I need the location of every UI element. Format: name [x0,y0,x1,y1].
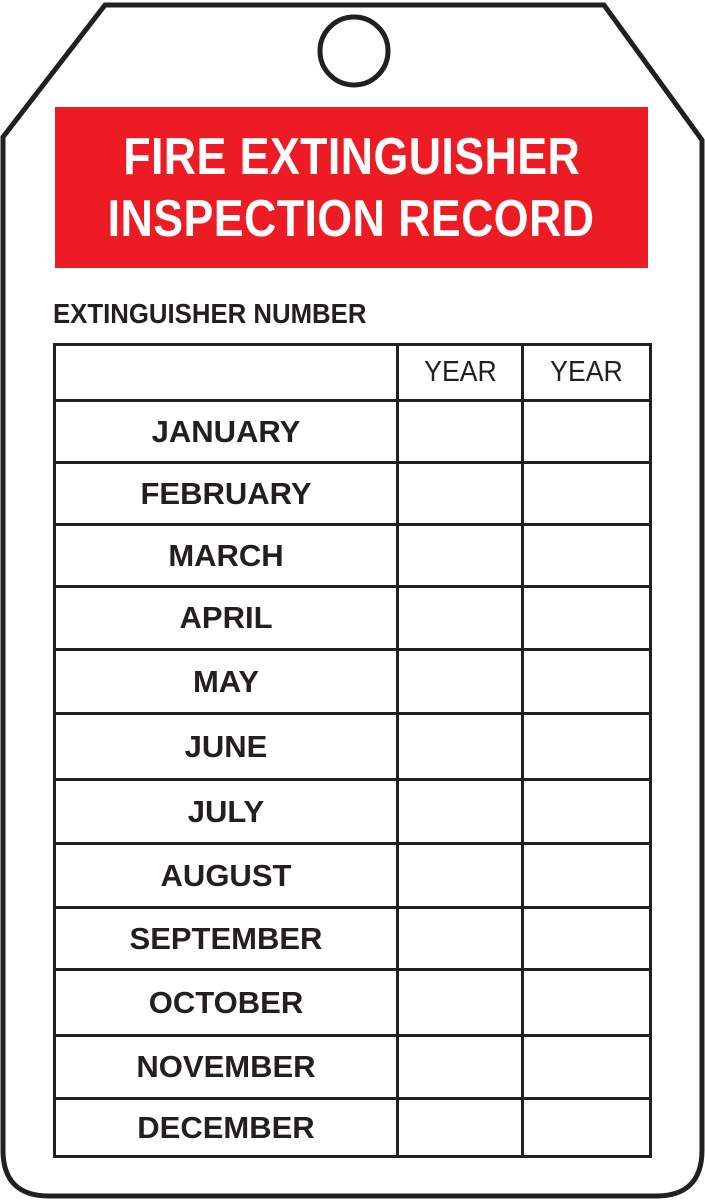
inspection-entry-cell[interactable] [524,971,649,1037]
inspection-entry-cell[interactable] [524,1037,649,1100]
inspection-entry-cell[interactable] [399,845,524,909]
month-cell: FEBRUARY [56,464,399,526]
inspection-entry-cell[interactable] [399,715,524,781]
inspection-entry-cell[interactable] [524,781,649,845]
month-label: DECEMBER [137,1109,315,1145]
month-label: FEBRUARY [140,475,312,511]
title-line-2: INSPECTION RECORD [108,189,595,248]
month-cell: OCTOBER [56,971,399,1037]
month-label: JULY [187,793,265,829]
month-label: SEPTEMBER [129,920,323,956]
inspection-table: YEAR YEAR JANUARY FEBRUARY MARCH APRIL MAY JUNE… [53,343,652,1158]
inspection-entry-cell[interactable] [399,971,524,1037]
month-label: APRIL [179,600,273,635]
extinguisher-number-label: EXTINGUISHER NUMBER [53,298,367,329]
inspection-entry-cell[interactable] [524,1100,649,1155]
inspection-entry-cell[interactable] [524,845,649,909]
inspection-entry-cell[interactable] [524,715,649,781]
year-header-label: YEAR [550,356,623,388]
month-cell: APRIL [56,588,399,651]
title-line-1: FIRE EXTINGUISHER [122,127,581,186]
month-label: JUNE [184,728,268,764]
inspection-entry-cell[interactable] [399,781,524,845]
month-label: NOVEMBER [136,1049,316,1084]
inspection-entry-cell[interactable] [399,588,524,651]
grommet-hole [317,14,391,88]
year-header-label: YEAR [423,356,497,388]
month-label: MARCH [168,537,284,573]
inspection-entry-cell[interactable] [399,402,524,464]
month-label: AUGUST [160,857,292,893]
inspection-entry-cell[interactable] [399,1100,524,1155]
month-cell: JULY [56,781,399,845]
month-cell: SEPTEMBER [56,909,399,971]
inspection-entry-cell[interactable] [524,909,649,971]
month-label: MAY [192,663,260,699]
inspection-entry-cell[interactable] [399,464,524,526]
year-header-cell: YEAR [524,346,649,402]
inspection-entry-cell[interactable] [399,526,524,588]
month-cell: MAY [56,651,399,715]
inspection-entry-cell[interactable] [524,402,649,464]
inspection-entry-cell[interactable] [399,909,524,971]
inspection-entry-cell[interactable] [524,588,649,651]
inspection-entry-cell[interactable] [524,464,649,526]
header-blank-cell [56,346,399,402]
month-cell: JANUARY [56,402,399,464]
month-label: JANUARY [151,413,301,449]
month-label: OCTOBER [148,984,304,1020]
month-cell: MARCH [56,526,399,588]
inspection-entry-cell[interactable] [524,651,649,715]
month-cell: JUNE [56,715,399,781]
inspection-entry-cell[interactable] [399,1037,524,1100]
month-cell: NOVEMBER [56,1037,399,1100]
year-header-cell: YEAR [399,346,524,402]
month-cell: DECEMBER [56,1100,399,1155]
month-cell: AUGUST [56,845,399,909]
inspection-entry-cell[interactable] [399,651,524,715]
inspection-entry-cell[interactable] [524,526,649,588]
title-banner: FIRE EXTINGUISHER INSPECTION RECORD [55,107,648,268]
